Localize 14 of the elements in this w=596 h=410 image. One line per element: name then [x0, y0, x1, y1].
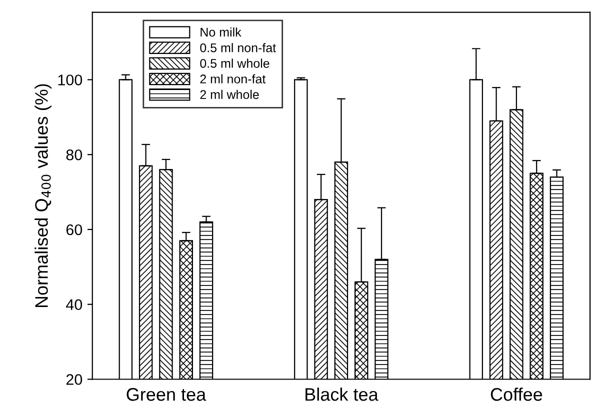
y-tick-label: 60	[66, 224, 82, 236]
y-tick-label: 40	[66, 299, 82, 310]
y-tick-label: 20	[66, 374, 82, 385]
y-axis-title: Normalised Q$_{400}$ values (%)	[34, 84, 52, 308]
x-tick-label: Green tea	[126, 388, 206, 401]
x-tick-label: Black tea	[306, 388, 378, 401]
legend-label: No milk	[200, 27, 242, 37]
legend-label: 2 ml whole	[200, 90, 259, 100]
legend-label: 2 ml non-fat	[200, 74, 266, 84]
y-tick-label: 100	[58, 74, 82, 86]
x-tick-label: Coffee	[490, 388, 542, 401]
legend-label: 0.5 ml non-fat	[200, 43, 276, 52]
y-tick-label: 80	[66, 149, 82, 160]
legend-label: 0.5 ml whole	[200, 58, 270, 68]
